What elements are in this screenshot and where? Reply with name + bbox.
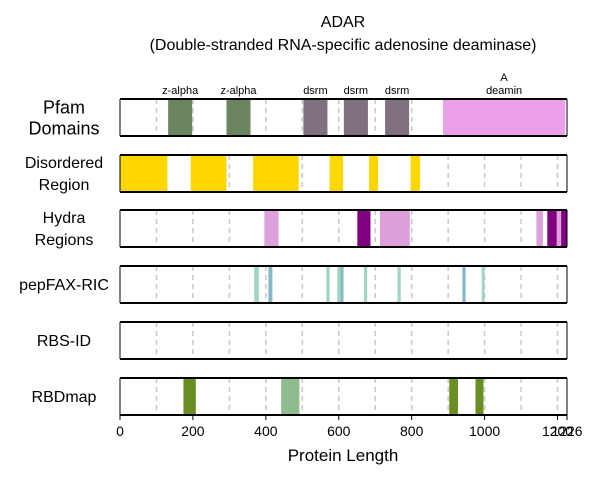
- track-1-segment-5: [385, 99, 410, 136]
- x-tick-label: 600: [327, 423, 351, 439]
- x-tick-label: 400: [254, 423, 278, 439]
- track-3-segment-6: [556, 210, 562, 247]
- track-label: Hydra Regions: [35, 210, 94, 249]
- chart-subtitle: (Double-stranded RNA-specific adenosine …: [150, 37, 537, 54]
- track-2-segment-3: [253, 155, 299, 192]
- labels-layer: z-alpha z-alpha dsrm dsrm dsrm A deamin Pfam Dom…: [19, 72, 522, 406]
- track-4-segment-9: [481, 266, 485, 303]
- domain-label: z-alpha: [220, 85, 257, 97]
- domain-label: dsrm: [303, 85, 327, 97]
- x-axis-label: Protein Length: [288, 446, 399, 465]
- track-2-segment-6: [410, 155, 421, 192]
- track-6-segment-2: [281, 378, 300, 415]
- frames-layer: [119, 98, 568, 416]
- track-2-segment-1: [120, 155, 168, 192]
- track-4-segment-6: [363, 266, 368, 303]
- track-3-segment-3: [379, 210, 410, 247]
- track-3-segment-5: [547, 210, 557, 247]
- track-3-segment-7: [561, 210, 567, 247]
- track-4-segment-7: [397, 266, 401, 303]
- track-1-segment-4: [343, 99, 368, 136]
- track-2-segment-4: [329, 155, 344, 192]
- x-tick-label: 200: [181, 423, 205, 439]
- track-6-segment-1: [183, 378, 196, 415]
- domain-label: dsrm: [385, 85, 409, 97]
- track-1-segment-2: [226, 99, 251, 136]
- track-2-segment-5: [369, 155, 379, 192]
- track-3-segment-2: [357, 210, 371, 247]
- track-label: Disordered Region: [25, 155, 103, 194]
- x-tick-label: 1000: [469, 423, 500, 439]
- segments-layer: [120, 99, 567, 415]
- domain-label: z-alpha: [162, 85, 199, 97]
- domain-label: dsrm: [344, 85, 368, 97]
- chart-title: ADAR: [321, 14, 365, 31]
- track-4-segment-1: [254, 266, 259, 303]
- track-label: pepFAX-RIC: [19, 277, 109, 294]
- track-4-segment-3: [326, 266, 330, 303]
- track-3-segment-4: [536, 210, 543, 247]
- track-4-segment-8: [462, 266, 466, 303]
- track-6-segment-3: [449, 378, 458, 415]
- track-2-segment-2: [190, 155, 227, 192]
- x-tick-label: 800: [400, 423, 424, 439]
- grid-layer: [155, 99, 559, 415]
- x-tick-label: 0: [116, 423, 124, 439]
- track-label: RBDmap: [32, 389, 97, 406]
- track-label: Pfam Domains: [28, 97, 99, 138]
- track-label: RBS-ID: [37, 333, 91, 350]
- track-3-segment-1: [264, 210, 279, 247]
- track-4-segment-5: [340, 266, 344, 303]
- x-tick-label: 1226: [551, 423, 582, 439]
- track-4-segment-2: [268, 266, 273, 303]
- x-tick-label: 1200: [542, 423, 573, 439]
- track-1-segment-1: [168, 99, 193, 136]
- track-1-segment-6: [443, 99, 566, 136]
- track-1-segment-3: [303, 99, 328, 136]
- track-4-segment-4: [337, 266, 341, 303]
- track-6-segment-4: [475, 378, 484, 415]
